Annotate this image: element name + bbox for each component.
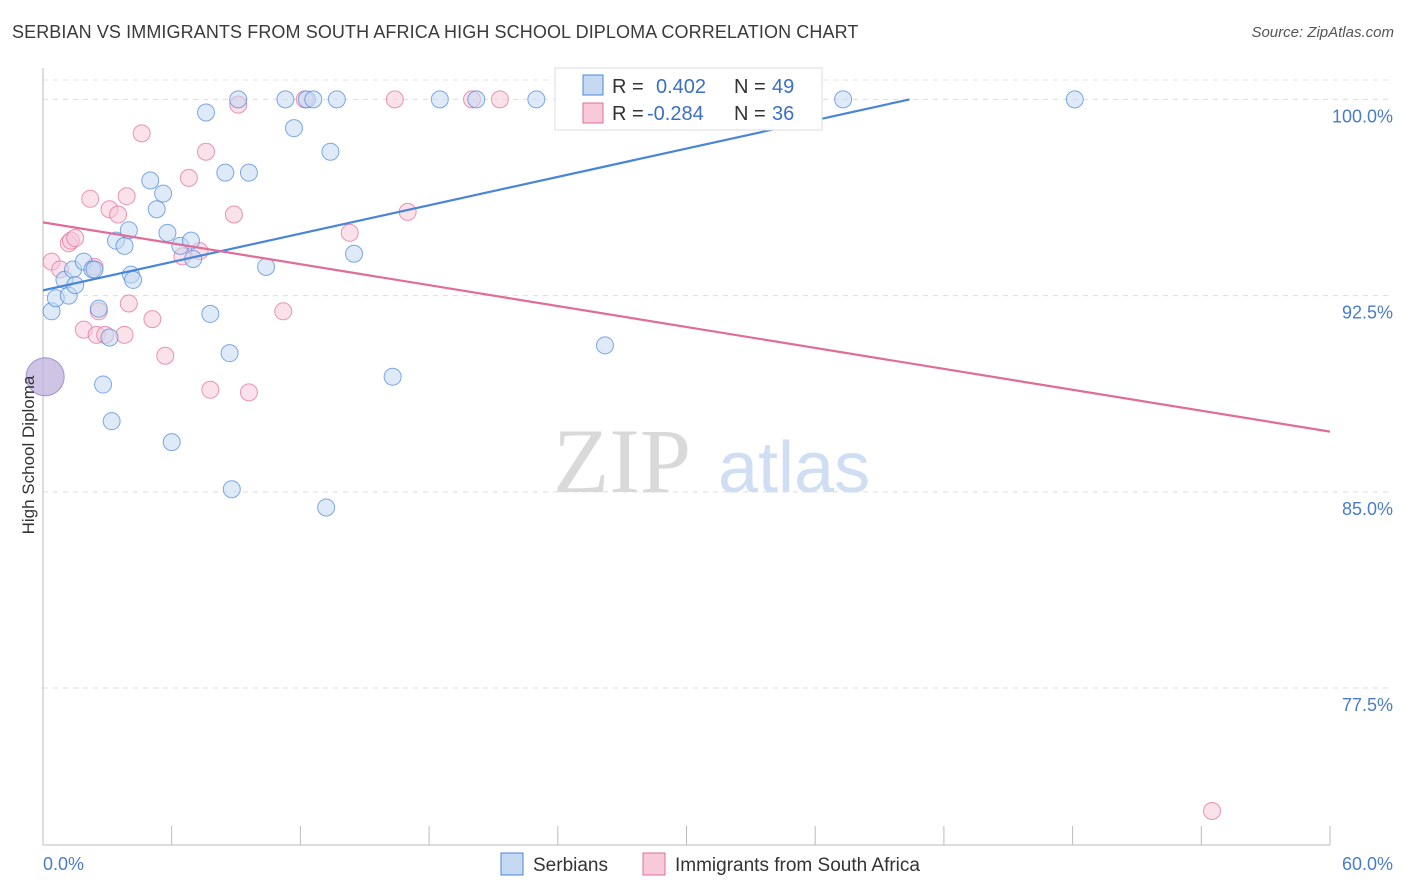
bottom-legend-swatch-serbians [500,852,524,876]
serbians-point [85,260,104,279]
south-africa-point [119,294,138,313]
south-africa-point [201,380,220,399]
serbians-point [89,299,108,318]
legend-n-value-south-africa: 36 [772,103,794,125]
bottom-legend-label-serbians: Serbians [533,855,608,876]
serbians-point [154,184,173,203]
y-tick-label: 77.5% [1342,695,1393,715]
legend-n-label-south-africa: N = [734,103,766,125]
serbians-point [216,163,235,182]
watermark-atlas: atlas [718,428,870,508]
watermark-zip: ZIP [553,410,691,512]
south-africa-point [224,205,243,224]
legend-swatch-serbians [582,74,604,96]
y-axis-label: High School Diploma [19,375,38,534]
south-africa-point [197,142,216,161]
bottom-legend: Serbians Immigrants from South Africa [500,852,920,876]
serbians-point [201,304,220,323]
serbians-point [345,244,364,263]
south-africa-point [132,124,151,143]
points-layer [25,90,1222,820]
serbians-point [229,90,248,109]
serbians-point [94,375,113,394]
legend-n-label-serbians: N = [734,76,766,98]
serbians-point [102,412,121,431]
serbians-point [147,200,166,219]
serbians-point [327,90,346,109]
serbians-point [141,171,160,190]
serbians-point [257,257,276,276]
chart-source: Source: ZipAtlas.com [1251,24,1394,41]
large-point [25,357,65,397]
serbians-point [317,498,336,517]
south-africa-point [81,189,100,208]
serbians-point [527,90,546,109]
south-africa-point [490,90,509,109]
serbians-point [100,328,119,347]
serbians-point [1065,90,1084,109]
serbians-point [284,119,303,138]
serbians-point [158,223,177,242]
bottom-legend-swatch-south-africa [642,852,666,876]
legend-r-value-serbians: 0.402 [656,76,706,98]
south-africa-point [274,302,293,321]
axis-layer [42,68,1331,846]
south-africa-point [179,168,198,187]
serbians-point [321,142,340,161]
serbians-trendline [42,98,910,292]
south-africa-point [109,205,128,224]
serbians-point [467,90,486,109]
legend-r-label-serbians: R = [612,76,644,98]
south-africa-point [66,229,85,248]
label-layer: High School Diploma 0.0% 60.0% 100.0% 92.… [19,106,1393,874]
south-africa-point [156,346,175,365]
y-tick-label: 100.0% [1332,106,1393,126]
serbians-point [197,103,216,122]
south-africa-trendline [42,221,1331,433]
south-africa-point [143,310,162,329]
serbians-point [222,480,241,499]
chart-title: SERBIAN VS IMMIGRANTS FROM SOUTH AFRICA … [12,22,859,42]
y-tick-label: 85.0% [1342,499,1393,519]
serbians-point [383,367,402,386]
serbians-point [304,90,323,109]
serbians-point [220,344,239,363]
watermark: ZIP atlas [553,410,870,512]
serbians-point [119,221,138,240]
legend-r-value-south-africa: -0.284 [647,103,704,125]
south-africa-point [117,187,136,206]
serbians-point [115,236,134,255]
legend-n-value-serbians: 49 [772,76,794,98]
south-africa-point [115,325,134,344]
serbians-point [276,90,295,109]
top-legend: R = 0.402 N = 49 R = -0.284 N = 36 [554,67,823,131]
south-africa-point [340,223,359,242]
south-africa-point [385,90,404,109]
legend-swatch-south-africa [582,102,604,124]
bottom-legend-label-south-africa: Immigrants from South Africa [675,855,920,876]
south-africa-point [239,383,258,402]
serbians-point [162,433,181,452]
x-tick-label-max: 60.0% [1342,854,1393,874]
y-tick-label: 92.5% [1342,303,1393,323]
legend-r-label-south-africa: R = [612,103,644,125]
south-africa-point [1203,801,1222,820]
serbians-point [834,90,853,109]
x-tick-label-min: 0.0% [43,854,84,874]
trend-layer [42,98,1331,433]
serbians-point [430,90,449,109]
serbians-point [595,336,614,355]
serbians-point [239,163,258,182]
serbians-point [124,270,143,289]
